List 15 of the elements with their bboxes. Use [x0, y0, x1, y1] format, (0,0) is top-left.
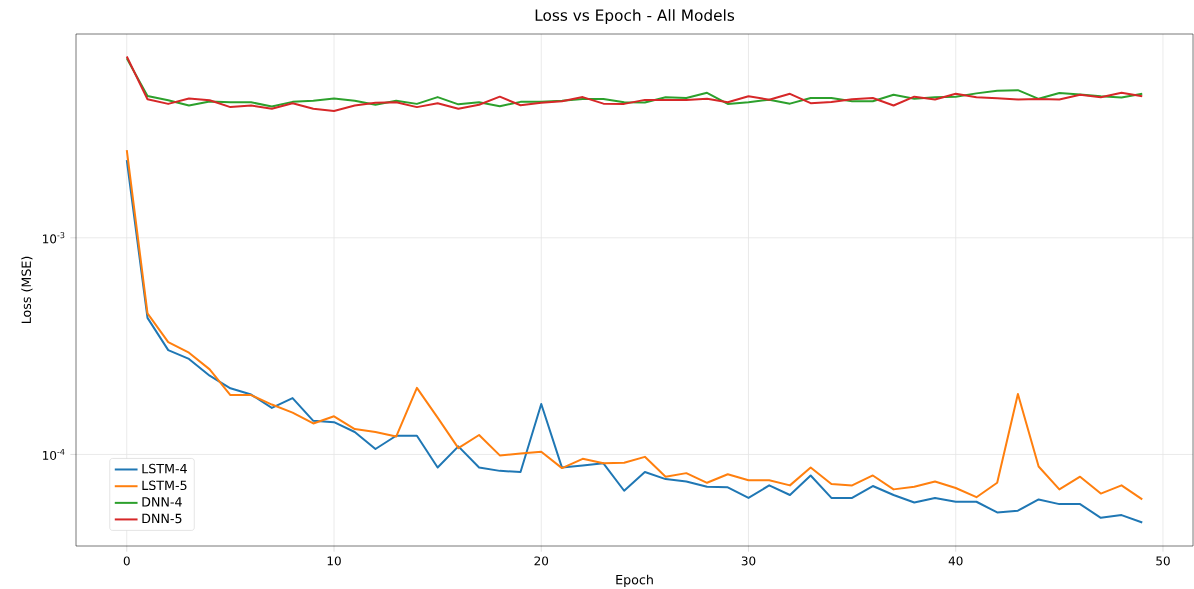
x-tick-label: 50	[1156, 556, 1170, 566]
legend-label: LSTM-5	[142, 480, 187, 491]
legend-label: DNN-5	[142, 513, 182, 524]
y-axis-title: Loss (MSE)	[21, 256, 33, 324]
chart-title: Loss vs Epoch - All Models	[535, 9, 735, 24]
x-tick-label: 0	[123, 556, 130, 566]
x-tick-label: 20	[534, 556, 549, 566]
y-tick-label: 10$^{-3}$	[43, 232, 65, 244]
x-tick-label: 10	[327, 556, 341, 566]
x-tick-label: 40	[948, 556, 963, 566]
y-tick-label: 10$^{-4}$	[43, 448, 65, 461]
x-axis-title: Epoch	[616, 574, 653, 587]
x-tick-label: 30	[741, 556, 756, 566]
legend-label: DNN-4	[142, 497, 182, 507]
legend-label: LSTM-4	[142, 463, 187, 474]
